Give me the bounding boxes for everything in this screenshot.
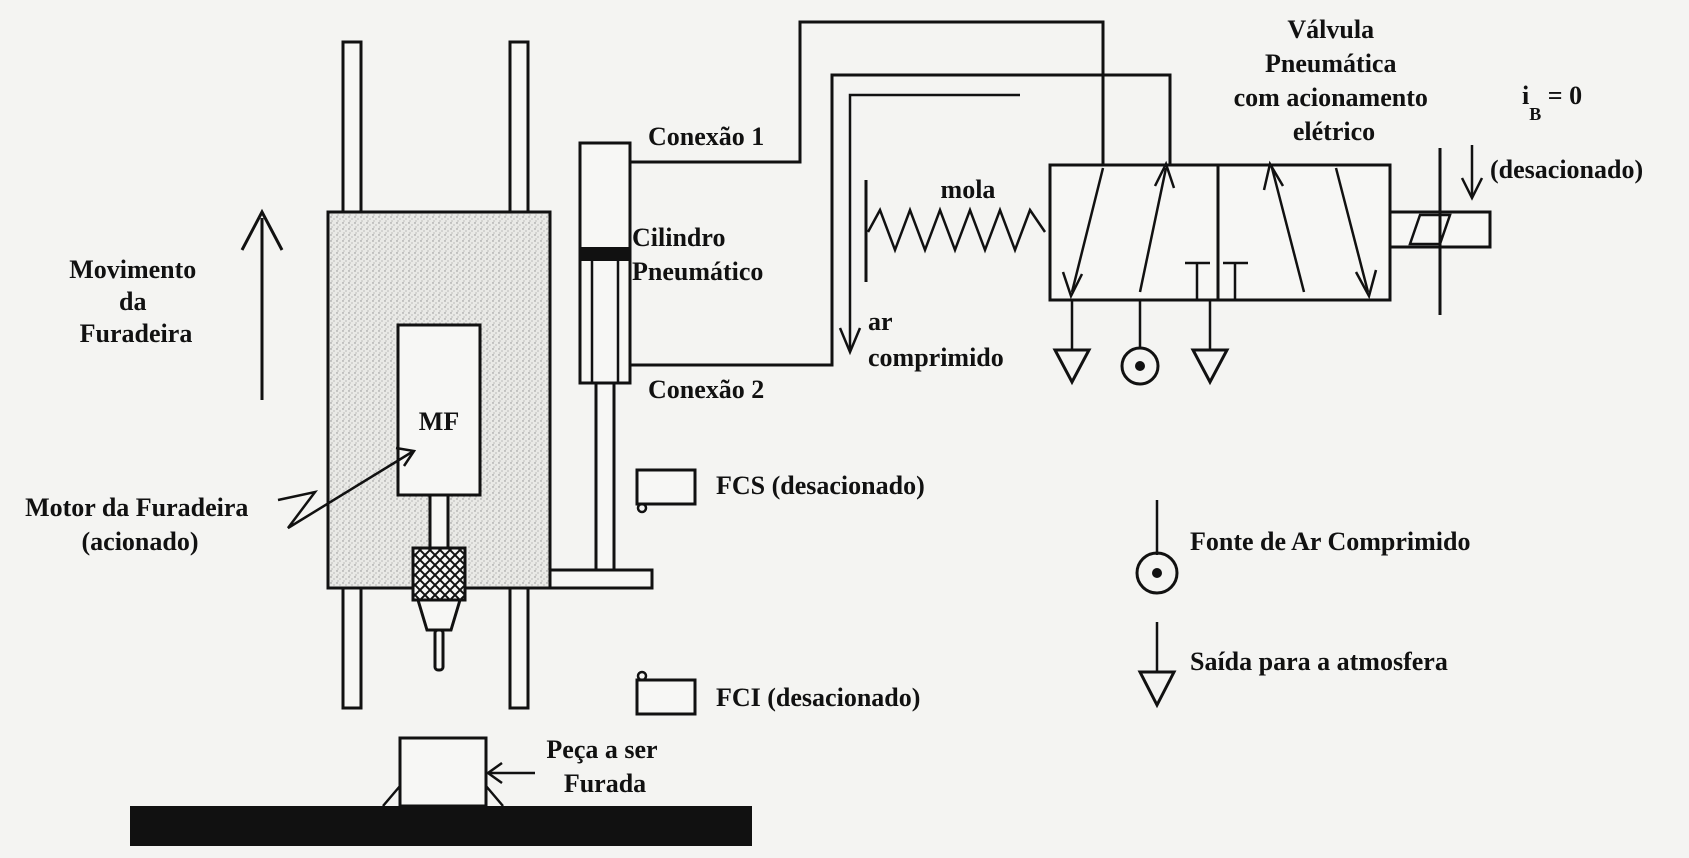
legend-exhaust-label: Saída para a atmosfera: [1190, 647, 1448, 676]
work-table: [130, 806, 752, 846]
fci-label: FCI (desacionado): [716, 683, 920, 712]
cylinder-rod: [594, 381, 616, 572]
connection-2-label: Conexão 2: [648, 375, 764, 404]
motor-label: Motor da Furadeira (acionado): [25, 493, 255, 556]
drill-chuck: [411, 546, 467, 602]
workpiece-label: Peça a ser Furada: [546, 735, 663, 798]
right-guide-rail-bottom: [508, 586, 530, 710]
connection-1-label: Conexão 1: [648, 122, 764, 151]
right-guide-rail-top: [508, 40, 530, 214]
air-source-port-icon: [1120, 346, 1160, 386]
legend: Fonte de Ar Comprimido Saída para a atmo…: [1135, 500, 1470, 709]
left-guide-rail-bottom: [341, 586, 363, 710]
drill-shaft: [428, 493, 450, 552]
valve-label: Válvula Pneumática com acionamento elétr…: [1234, 15, 1435, 146]
cylinder-label: Cilindro Pneumático: [632, 223, 763, 286]
compressed-air-label: ar comprimido: [868, 307, 1004, 372]
drill-assembly: MF: [326, 40, 654, 710]
motor-pointer-arrowhead-icon: [395, 446, 417, 467]
legend-air-source-label: Fonte de Ar Comprimido: [1190, 527, 1470, 556]
fcs-label: FCS (desacionado): [716, 471, 925, 500]
motor-label-mf: MF: [419, 407, 459, 436]
motor-pointer-line: [277, 450, 413, 530]
left-guide-rail-top: [341, 40, 363, 214]
fci-limit-switch: [635, 678, 697, 716]
exhaust-port-2-icon: [1190, 348, 1230, 386]
ib-state-label: (desacionado): [1490, 155, 1643, 184]
legend-air-source-icon: [1135, 551, 1179, 595]
cylinder-barrel: [578, 141, 632, 385]
legend-exhaust-icon: [1137, 670, 1177, 709]
drill-bit: [433, 628, 445, 672]
fcs-limit-switch: [635, 468, 697, 506]
connection-2-pipe: [630, 73, 1172, 367]
pneumatic-valve: [1048, 148, 1492, 315]
connection-1-pipe: [630, 20, 1105, 165]
exhaust-port-1-icon: [1052, 348, 1092, 386]
drill-chuck-tip: [415, 598, 463, 632]
compressed-air-line: [848, 93, 1020, 350]
ib-label: iB = 0: [1522, 81, 1582, 124]
drill-motor-box: [396, 323, 482, 497]
cylinder-piston: [580, 247, 630, 261]
valve-body: [1048, 163, 1392, 302]
spring-label: mola: [941, 175, 996, 204]
ib-arrow-icon: [1460, 177, 1484, 201]
cylinder-bracket: [548, 568, 654, 590]
spring-icon: [866, 206, 1047, 254]
workpiece-pointer-arrow-icon: [485, 761, 503, 785]
movement-up-arrow-icon: [240, 208, 284, 400]
pneumatic-cylinder: [578, 141, 632, 572]
movement-label: Movimento da Furadeira: [69, 255, 203, 348]
compressed-air-arrow-icon: [838, 327, 862, 356]
workpiece: [398, 736, 488, 808]
